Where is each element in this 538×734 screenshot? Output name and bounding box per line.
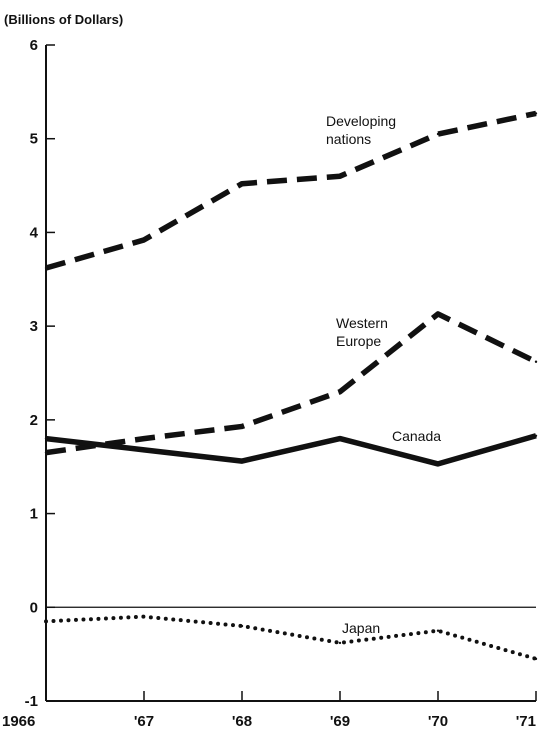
data-point [44, 437, 48, 440]
data-point [534, 360, 538, 363]
x-tick-label: '68 [232, 713, 252, 730]
data-point [44, 266, 48, 270]
y-tick-label: 1 [30, 506, 38, 523]
annotation-line: Western [336, 315, 388, 331]
y-tick-label: 2 [30, 412, 38, 429]
annotation-line: Japan [342, 620, 380, 636]
data-point [338, 437, 342, 440]
y-tick-label: 5 [30, 131, 38, 148]
data-point [436, 312, 440, 316]
series-line-canada [45, 433, 537, 467]
series-annotation-western-europe: Western Europe [336, 315, 388, 349]
x-tick-label: '70 [428, 713, 448, 730]
series-annotation-canada: Canada [392, 428, 441, 444]
data-point [534, 434, 538, 437]
data-point [44, 620, 48, 623]
data-point [142, 448, 146, 452]
data-point [240, 459, 244, 463]
series-line-japan [44, 614, 538, 661]
data-point [44, 451, 48, 454]
annotation-line: nations [326, 131, 371, 147]
series-line-western-europe [45, 311, 538, 456]
axes [45, 45, 536, 702]
x-tick-label: '67 [134, 713, 154, 730]
data-point [338, 175, 342, 178]
x-tick-label: '69 [330, 713, 350, 730]
y-ticks: -1 0 1 2 3 4 5 6 [25, 37, 55, 710]
y-axis-label: (Billions of Dollars) [4, 12, 123, 27]
data-point [240, 182, 244, 185]
data-point [338, 390, 342, 393]
data-point [240, 624, 244, 628]
data-point [142, 615, 146, 618]
data-point [338, 641, 342, 645]
y-tick-label: 6 [30, 37, 38, 54]
series-annotation-developing-nations: Developing nations [326, 113, 396, 147]
data-point [534, 657, 538, 661]
annotation-line: Europe [336, 333, 381, 349]
annotation-line: Canada [392, 428, 441, 444]
series-lines [44, 110, 538, 661]
data-point [534, 112, 538, 115]
x-tick-label: 1966 [2, 713, 35, 730]
data-point [142, 437, 146, 440]
y-tick-label: -1 [25, 693, 38, 710]
y-tick-label: 0 [30, 599, 38, 616]
series-annotations: Developing nations Western Europe Canada Japa… [326, 113, 441, 636]
series-annotation-japan: Japan [342, 620, 380, 636]
x-ticks: 1966 '67 '68 '69 '70 '71 [2, 691, 537, 730]
data-point [436, 132, 440, 136]
data-point [436, 629, 440, 632]
y-tick-label: 4 [30, 224, 39, 241]
data-point [240, 425, 244, 428]
y-tick-label: 3 [30, 318, 38, 335]
series-line-developing-nations [45, 110, 537, 271]
data-point [142, 238, 146, 242]
annotation-line: Developing [326, 113, 396, 129]
data-point [436, 462, 440, 466]
x-tick-label: '71 [516, 713, 536, 730]
